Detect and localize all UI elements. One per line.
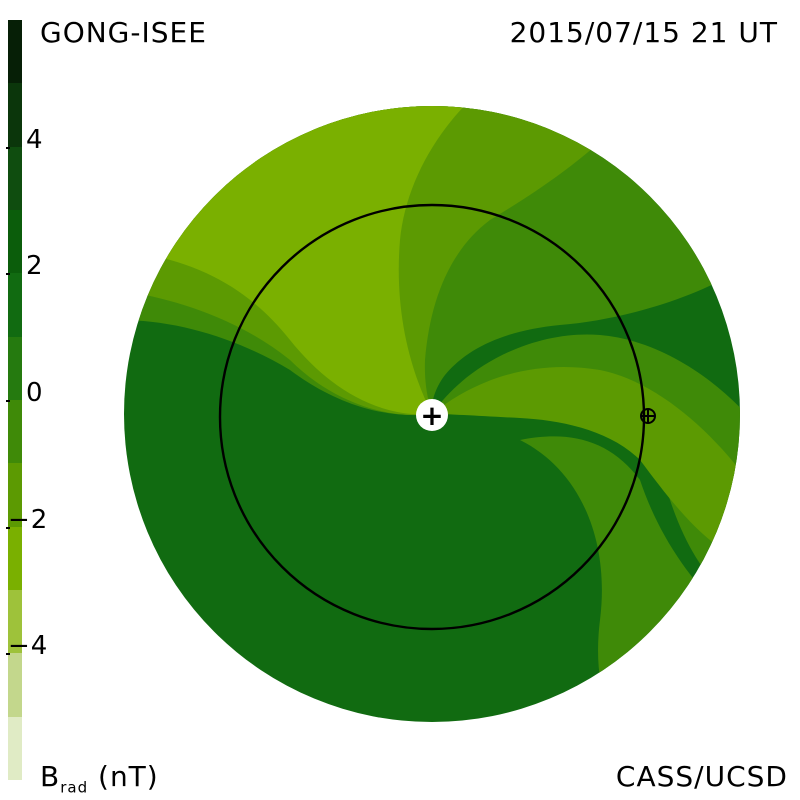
quantity-symbol: B — [40, 760, 61, 793]
positive-tongue-inner — [432, 366, 740, 560]
colorbar-tick-label: 4 — [26, 124, 44, 155]
colorbar-tick-mark — [6, 653, 10, 656]
colorbar-band — [8, 210, 22, 274]
source-label: GONG-ISEE — [40, 16, 207, 49]
colorbar-tick-mark — [6, 146, 10, 149]
colorbar-band — [8, 400, 22, 464]
colorbar — [8, 20, 22, 781]
colorbar-tick-label: −4 — [8, 631, 49, 662]
unit-text: (nT) — [98, 760, 159, 793]
colorbar-tick-label: 2 — [26, 251, 44, 282]
colorbar-band — [8, 526, 22, 591]
colorbar-band — [8, 716, 22, 781]
sun-symbol: + — [420, 399, 443, 432]
colorbar-band — [8, 463, 22, 528]
quantity-subscript: rad — [60, 778, 89, 797]
colorbar-band — [8, 653, 22, 718]
colorbar-band — [8, 590, 22, 654]
colorbar-band — [8, 146, 22, 211]
colorbar-unit-label: Brad (nT) — [40, 760, 159, 797]
colorbar-tick-mark — [6, 273, 10, 276]
credit-label: CASS/UCSD — [615, 760, 788, 793]
field-sector-map — [124, 106, 740, 722]
colorbar-tick-label: −2 — [8, 504, 49, 535]
earth-marker — [640, 408, 656, 424]
colorbar-band — [8, 83, 22, 148]
colorbar-tick-mark — [6, 400, 10, 402]
colorbar-band — [8, 273, 22, 338]
colorbar-tick-label: 0 — [26, 378, 44, 408]
colorbar-band — [8, 20, 22, 84]
sun-marker: + — [416, 399, 448, 432]
colorbar-band — [8, 336, 22, 401]
timestamp-label: 2015/07/15 21 UT — [509, 16, 778, 49]
colorbar-tick-mark — [6, 526, 10, 529]
